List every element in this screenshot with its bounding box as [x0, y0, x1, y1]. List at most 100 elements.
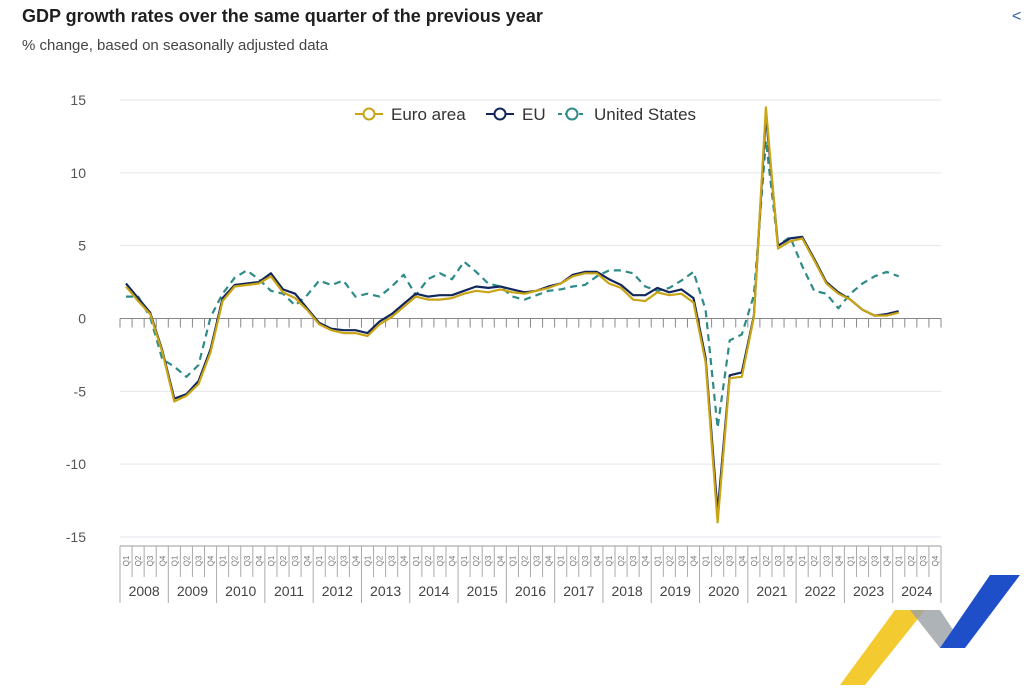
quarter-label: Q2 [907, 555, 916, 566]
year-label: 2021 [756, 583, 787, 599]
quarter-label: Q4 [303, 555, 312, 566]
quarter-label: Q3 [436, 555, 445, 566]
quarter-label: Q1 [895, 555, 904, 566]
quarter-label: Q3 [533, 555, 542, 566]
quarter-label: Q3 [339, 555, 348, 566]
quarter-label: Q2 [520, 555, 529, 566]
quarter-label: Q3 [629, 555, 638, 566]
y-tick-label: -10 [66, 456, 86, 472]
quarter-label: Q3 [919, 555, 928, 566]
quarter-label: Q3 [388, 555, 397, 566]
quarter-label: Q3 [581, 555, 590, 566]
year-label: 2024 [901, 583, 932, 599]
legend-item[interactable]: Euro area [355, 105, 466, 124]
year-label: 2023 [853, 583, 884, 599]
series-line-united-states[interactable] [126, 139, 900, 429]
quarter-label: Q2 [810, 555, 819, 566]
quarter-label: Q3 [146, 555, 155, 566]
quarter-label: Q1 [750, 555, 759, 566]
y-tick-label: 5 [78, 238, 86, 254]
series-line-eu[interactable] [125, 113, 899, 514]
quarter-label: Q4 [255, 555, 264, 566]
quarter-label: Q3 [774, 555, 783, 566]
quarter-label: Q3 [291, 555, 300, 566]
quarter-label: Q4 [689, 555, 698, 566]
year-label: 2013 [370, 583, 401, 599]
quarter-label: Q2 [762, 555, 771, 566]
quarter-label: Q2 [279, 555, 288, 566]
y-tick-label: 15 [70, 92, 86, 108]
y-tick-label: -15 [66, 529, 86, 545]
quarter-label: Q3 [484, 555, 493, 566]
quarter-label: Q4 [496, 555, 505, 566]
quarter-label: Q1 [460, 555, 469, 566]
legend-item[interactable]: United States [558, 105, 696, 124]
quarter-label: Q4 [738, 555, 747, 566]
quarter-label: Q2 [182, 555, 191, 566]
quarter-label: Q2 [859, 555, 868, 566]
quarter-label: Q1 [267, 555, 276, 566]
quarter-label: Q2 [134, 555, 143, 566]
year-label: 2008 [129, 583, 160, 599]
series-lines [125, 106, 900, 524]
quarter-label: Q4 [593, 555, 602, 566]
quarter-label: Q3 [194, 555, 203, 566]
quarter-label: Q4 [158, 555, 167, 566]
quarter-label: Q2 [665, 555, 674, 566]
quarter-label: Q1 [508, 555, 517, 566]
quarter-label: Q3 [677, 555, 686, 566]
legend-marker [493, 107, 507, 121]
year-label: 2020 [708, 583, 739, 599]
legend: Euro area EU United States [355, 105, 696, 124]
quarter-label: Q1 [219, 555, 228, 566]
year-label: 2009 [177, 583, 208, 599]
year-label: 2012 [322, 583, 353, 599]
year-label: 2016 [515, 583, 546, 599]
y-axis: 15 10 5 0 -5 -10 -15 [66, 92, 86, 545]
year-label: 2014 [418, 583, 449, 599]
grid-lines [120, 99, 941, 538]
quarter-label: Q4 [207, 555, 216, 566]
quarter-label: Q1 [605, 555, 614, 566]
quarter-label: Q2 [424, 555, 433, 566]
quarter-label: Q2 [376, 555, 385, 566]
quarter-label: Q4 [931, 555, 940, 566]
quarter-label: Q1 [653, 555, 662, 566]
quarter-label: Q2 [617, 555, 626, 566]
y-tick-label: 10 [70, 165, 86, 181]
year-label: 2019 [660, 583, 691, 599]
year-label: 2011 [274, 583, 304, 599]
quarter-label: Q4 [834, 555, 843, 566]
quarter-label: Q4 [351, 555, 360, 566]
quarter-label: Q2 [472, 555, 481, 566]
quarter-label: Q1 [170, 555, 179, 566]
brand-logo-icon [840, 575, 1020, 685]
legend-item[interactable]: EU [486, 105, 546, 124]
chart-subtitle: % change, based on seasonally adjusted d… [22, 37, 329, 54]
series-line-euro-area[interactable] [125, 106, 899, 524]
share-icon[interactable]: < [1012, 8, 1022, 25]
quarter-label: Q3 [871, 555, 880, 566]
quarter-label: Q2 [327, 555, 336, 566]
legend-marker [565, 107, 579, 121]
quarter-label: Q2 [569, 555, 578, 566]
quarter-label: Q4 [400, 555, 409, 566]
year-label: 2010 [225, 583, 256, 599]
chart-title: GDP growth rates over the same quarter o… [22, 6, 543, 26]
quarter-label: Q3 [243, 555, 252, 566]
quarter-label: Q3 [822, 555, 831, 566]
year-label: 2015 [467, 583, 498, 599]
quarter-label: Q1 [315, 555, 324, 566]
quarter-label: Q3 [726, 555, 735, 566]
quarter-label: Q1 [557, 555, 566, 566]
legend-label: United States [594, 105, 696, 124]
quarter-label: Q4 [641, 555, 650, 566]
quarter-label: Q2 [231, 555, 240, 566]
quarter-label: Q4 [448, 555, 457, 566]
y-tick-label: -5 [74, 383, 87, 399]
quarter-label: Q4 [883, 555, 892, 566]
year-label: 2017 [563, 583, 594, 599]
year-label: 2018 [612, 583, 643, 599]
quarter-label: Q1 [364, 555, 373, 566]
quarter-label: Q2 [714, 555, 723, 566]
